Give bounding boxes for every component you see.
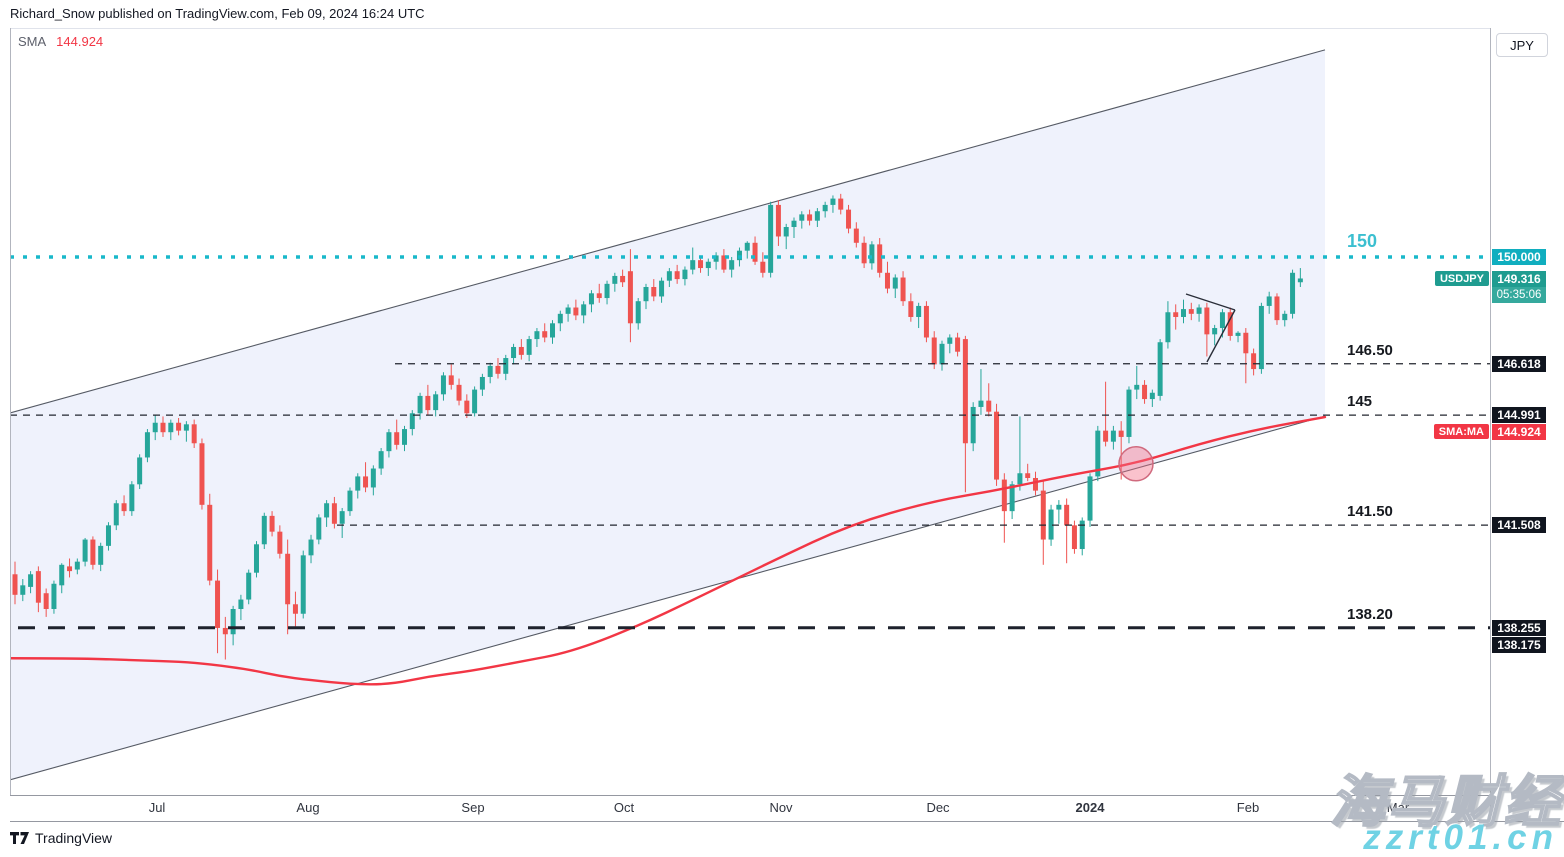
time-axis-top-border: [10, 795, 1564, 796]
sma-retest-circle-annotation: [1118, 446, 1154, 482]
candles: [12, 193, 1303, 660]
tradingview-attribution[interactable]: TradingView: [10, 830, 112, 846]
time-tick-2024: 2024: [1075, 800, 1105, 815]
time-tick-sep: Sep: [461, 800, 485, 815]
sma-source-badge: SMA:MA: [1433, 424, 1489, 439]
tradingview-logo-icon: [10, 832, 29, 844]
price-axis-separator: [1490, 28, 1491, 821]
level-146-50-axis-badge: 146.618: [1492, 355, 1546, 372]
time-tick-dec: Dec: [926, 800, 950, 815]
time-tick-feb: Feb: [1236, 800, 1260, 815]
tradingview-brand-text: TradingView: [35, 830, 113, 846]
level-146-50-label[interactable]: 146.50: [1347, 341, 1393, 359]
currency-unit-button[interactable]: JPY: [1496, 33, 1548, 57]
channel-fill: [10, 49, 1325, 780]
indicator-value: 144.924: [56, 34, 104, 49]
publish-byline: Richard_Snow published on TradingView.co…: [10, 6, 425, 21]
support-138-20-axis-badge-2: 138.175: [1492, 637, 1546, 654]
time-tick-aug: Aug: [296, 800, 320, 815]
watermark-chinese: 海马财经: [1329, 769, 1562, 834]
chart-left-border: [10, 28, 11, 795]
channel-lower-line: [10, 415, 1326, 781]
resistance-150-axis-badge: 150.000: [1492, 249, 1546, 265]
time-axis-bottom-border: [10, 821, 1564, 822]
watermark-url: zzrt01.cn: [1363, 818, 1558, 857]
time-tick-jul: Jul: [148, 800, 166, 815]
indicator-name: SMA: [18, 34, 47, 49]
last-price-badge: 149.316: [1492, 271, 1546, 287]
level-145-axis-badge: 144.991: [1492, 407, 1546, 424]
support-138-20-axis-badge: 138.255: [1492, 619, 1546, 636]
level-141-50-axis-badge: 141.508: [1492, 517, 1546, 534]
sma-value-badge: 144.924: [1492, 424, 1546, 440]
resistance-150-label[interactable]: 150: [1347, 231, 1378, 251]
time-tick-mar: Mar: [1386, 800, 1410, 815]
support-138-20-label[interactable]: 138.20: [1347, 605, 1393, 623]
time-tick-nov: Nov: [769, 800, 793, 815]
indicator-legend[interactable]: SMA 144.924: [18, 34, 103, 49]
bar-countdown-badge: 05:35:06: [1492, 287, 1546, 303]
sma-line: [10, 415, 1327, 686]
chart-top-border: [10, 28, 1564, 29]
plot-area: [10, 49, 1490, 781]
level-141-50-label[interactable]: 141.50: [1347, 503, 1393, 521]
symbol-badge: USDJPY: [1434, 271, 1489, 286]
pennant-annotation: [1185, 293, 1236, 363]
level-145-label[interactable]: 145: [1347, 393, 1373, 411]
time-tick-oct: Oct: [613, 800, 635, 815]
channel-upper-line: [10, 49, 1326, 414]
